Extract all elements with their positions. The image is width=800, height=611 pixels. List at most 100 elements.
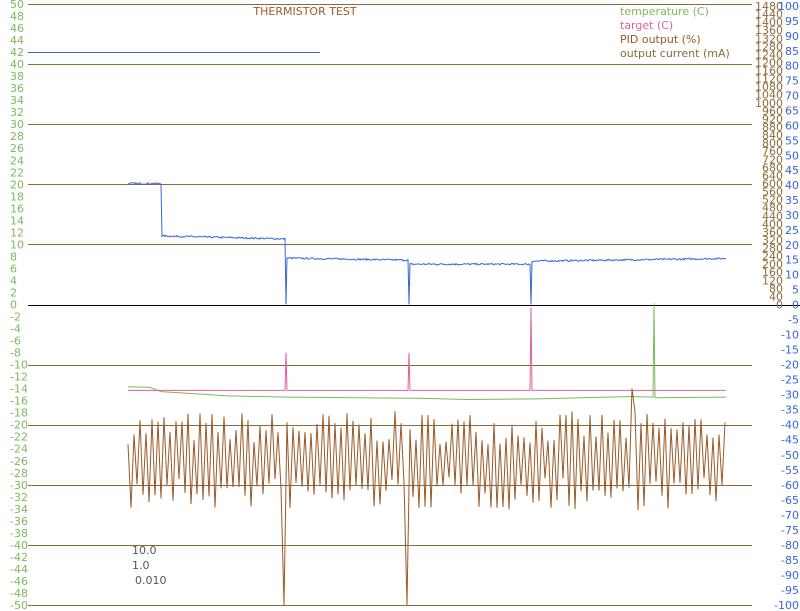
legend-entry: PID output (%) [620, 33, 701, 46]
right-a-tick-label: 1480 [755, 0, 783, 13]
right-a-tick-label: 880 [762, 121, 783, 134]
legend-entry: target (C) [620, 19, 673, 32]
right-b-tick-label: -55 [781, 464, 799, 477]
left-tick-label: 20 [10, 178, 24, 191]
left-tick-label: -14 [10, 383, 28, 396]
right-b-tick-label: -20 [781, 359, 799, 372]
left-tick-label: 26 [10, 142, 24, 155]
legend-entry: output current (mA) [620, 47, 730, 60]
left-tick-label: 6 [10, 262, 17, 275]
right-a-tick-label: 1440 [755, 8, 783, 21]
right-a-tick-label: 200 [762, 258, 783, 271]
right-a-tick-label: 560 [762, 186, 783, 199]
series-temperature [127, 303, 727, 401]
left-tick-label: -12 [10, 371, 28, 384]
series-output-current [127, 182, 727, 305]
left-tick-label: -42 [10, 551, 28, 564]
right-b-tick-label: -45 [781, 434, 799, 447]
right-b-tick-label: 95 [785, 15, 799, 28]
right-b-tick-label: 0 [792, 299, 799, 312]
right-b-tick-label: -100 [774, 599, 799, 611]
right-b-tick-label: 5 [792, 284, 799, 297]
right-a-tick-label: 360 [762, 226, 783, 239]
right-a-tick-label: 40 [769, 290, 783, 303]
right-a-tick-label: 400 [762, 218, 783, 231]
right-a-tick-label: 920 [762, 113, 783, 126]
right-b-tick-label: -90 [781, 569, 799, 582]
right-a-tick-label: 840 [762, 129, 783, 142]
legend: temperature (C)target (C)PID output (%)o… [620, 5, 730, 60]
left-tick-label: 18 [10, 190, 24, 203]
legend-entry: temperature (C) [620, 5, 709, 18]
left-tick-label: -48 [10, 587, 28, 600]
right-axis-b-ticks: 1009590858075706560555045403530252015105… [774, 0, 799, 611]
left-tick-label: -18 [10, 407, 28, 420]
left-tick-label: -16 [10, 395, 28, 408]
right-b-tick-label: 60 [785, 119, 799, 132]
left-tick-label: -38 [10, 527, 28, 540]
right-b-tick-label: 15 [785, 254, 799, 267]
series-pid-output [127, 388, 726, 606]
left-tick-label: 38 [10, 70, 24, 83]
right-a-tick-label: 1160 [755, 65, 783, 78]
right-b-tick-label: -30 [781, 389, 799, 402]
left-tick-label: -20 [10, 419, 28, 432]
right-a-tick-label: 1200 [755, 56, 783, 69]
right-a-tick-label: 440 [762, 210, 783, 223]
right-a-tick-label: 240 [762, 250, 783, 263]
left-tick-label: 28 [10, 130, 24, 143]
annotation-text: 10.0 [132, 544, 157, 557]
left-tick-label: 48 [10, 10, 24, 23]
right-b-tick-label: -5 [788, 314, 799, 327]
left-tick-label: -4 [10, 323, 21, 336]
right-b-tick-label: 40 [785, 179, 799, 192]
series-lines [127, 182, 727, 606]
annotation-text: 1.0 [132, 559, 150, 572]
right-b-tick-label: -35 [781, 404, 799, 417]
right-b-tick-label: -25 [781, 374, 799, 387]
right-b-tick-label: 10 [785, 269, 799, 282]
right-b-tick-label: 35 [785, 194, 799, 207]
right-a-tick-label: 480 [762, 202, 783, 215]
left-tick-label: -22 [10, 431, 28, 444]
right-b-tick-label: -50 [781, 449, 799, 462]
left-tick-label: 44 [10, 34, 24, 47]
right-b-tick-label: -10 [781, 329, 799, 342]
right-a-tick-label: 160 [762, 266, 783, 279]
right-a-tick-label: 720 [762, 153, 783, 166]
right-a-tick-label: 0 [776, 299, 783, 312]
left-tick-label: -8 [10, 347, 21, 360]
right-b-tick-label: 85 [785, 45, 799, 58]
right-b-tick-label: -15 [781, 344, 799, 357]
left-tick-label: 50 [10, 0, 24, 11]
right-a-tick-label: 1400 [755, 16, 783, 29]
left-tick-label: 8 [10, 250, 17, 263]
left-tick-label: -32 [10, 491, 28, 504]
right-b-tick-label: 80 [785, 60, 799, 73]
right-b-tick-label: 70 [785, 90, 799, 103]
right-a-tick-label: 1040 [755, 89, 783, 102]
right-a-tick-label: 1120 [755, 73, 783, 86]
left-tick-label: -2 [10, 311, 21, 324]
left-tick-label: 32 [10, 106, 24, 119]
right-b-tick-label: -70 [781, 509, 799, 522]
right-a-tick-label: 320 [762, 234, 783, 247]
right-axis-a-ticks: 1480144014001360132012801240120011601120… [755, 0, 783, 312]
right-b-tick-label: 20 [785, 239, 799, 252]
right-a-tick-label: 1240 [755, 48, 783, 61]
right-a-tick-label: 960 [762, 105, 783, 118]
right-b-tick-label: 45 [785, 164, 799, 177]
left-tick-label: 34 [10, 94, 24, 107]
right-b-tick-label: 55 [785, 134, 799, 147]
left-tick-label: 24 [10, 154, 24, 167]
right-a-tick-label: 600 [762, 177, 783, 190]
right-a-tick-label: 280 [762, 242, 783, 255]
left-tick-label: -24 [10, 443, 28, 456]
right-b-tick-label: 30 [785, 209, 799, 222]
left-tick-label: 12 [10, 226, 24, 239]
right-a-tick-label: 520 [762, 194, 783, 207]
right-a-tick-label: 1360 [755, 24, 783, 37]
left-tick-label: 10 [10, 238, 24, 251]
right-a-tick-label: 800 [762, 137, 783, 150]
